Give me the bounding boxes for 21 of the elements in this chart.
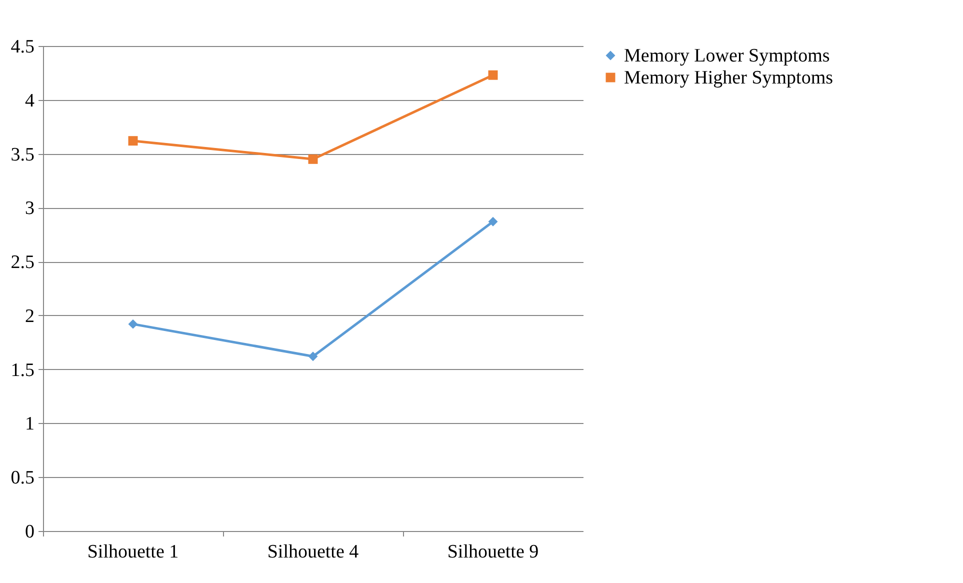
- y-tick-label: 4: [25, 90, 35, 112]
- y-tick-label: 1.5: [10, 360, 34, 381]
- point: [128, 319, 138, 329]
- point: [308, 154, 318, 164]
- point: [308, 352, 318, 362]
- x-tick-label: Silhouette 4: [267, 542, 360, 562]
- x-tick-label: Silhouette 9: [447, 542, 539, 562]
- point: [488, 216, 498, 226]
- point: [488, 70, 498, 80]
- y-tick-label: 2: [25, 306, 34, 327]
- point: [128, 136, 138, 146]
- y-tick-label: 2.5: [10, 252, 34, 274]
- y-tick-label: 3: [25, 198, 34, 220]
- legend-label: Memory Higher Symptoms: [624, 68, 833, 88]
- y-tick-label: 0: [25, 522, 34, 542]
- y-tick-label: 3.5: [10, 144, 34, 166]
- y-tick-label: 0.5: [10, 468, 34, 489]
- x-tick-label: Silhouette 1: [87, 542, 179, 562]
- legend-label: Memory Lower Symptoms: [624, 46, 830, 66]
- y-tick-label: 1: [25, 414, 34, 435]
- y-tick-label: 4.5: [10, 36, 34, 58]
